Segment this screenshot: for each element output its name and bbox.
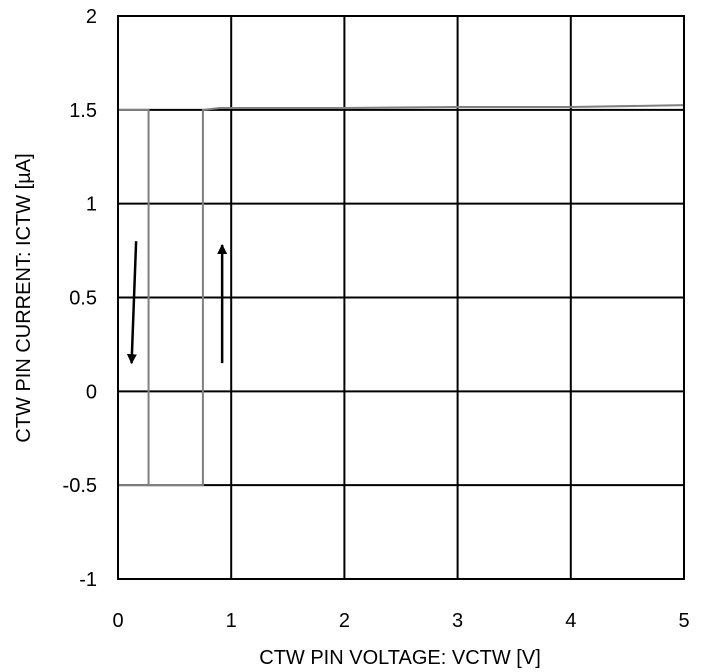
y-tick-label: 1	[86, 194, 97, 216]
x-tick-label: 1	[226, 610, 237, 632]
arrow-down	[126, 241, 138, 365]
y-tick-label: -0.5	[63, 475, 97, 497]
y-tick-label: 0.5	[69, 288, 97, 310]
x-tick-label: 0	[112, 610, 123, 632]
x-axis-label: CTW PIN VOLTAGE: VCTW [V]	[259, 647, 541, 669]
y-axis-label: CTW PIN CURRENT: ICTW [µA]	[13, 153, 35, 442]
y-tick-label: 0	[86, 381, 97, 403]
series-line-0	[118, 104, 685, 487]
y-tick-label: 2	[86, 6, 97, 28]
series-layer	[118, 104, 685, 487]
x-tick-labels: 0 1 2 3 4 5	[112, 610, 689, 632]
y-tick-labels: -1 -0.5 0 0.5 1 1.5 2	[63, 6, 97, 591]
y-tick-label: 1.5	[69, 100, 97, 122]
x-tick-label: 2	[339, 610, 350, 632]
x-tick-label: 4	[565, 610, 576, 632]
plot-frame	[117, 15, 685, 580]
annotation-layer	[126, 241, 228, 365]
y-tick-label: -1	[79, 569, 97, 591]
series-line-1	[118, 108, 203, 487]
x-tick-label: 3	[452, 610, 463, 632]
x-tick-label: 5	[678, 610, 689, 632]
